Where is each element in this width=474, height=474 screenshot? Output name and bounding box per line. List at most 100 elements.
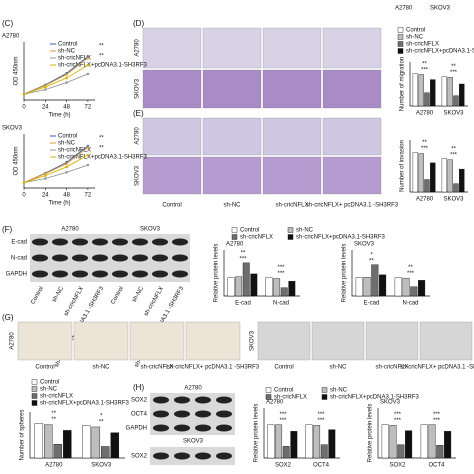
annotation: ** <box>99 419 104 425</box>
blot-band <box>132 254 148 262</box>
legend-swatch <box>31 386 38 392</box>
y-axis-label: Number of invasion <box>400 140 406 192</box>
blot-band <box>92 238 108 246</box>
blot-band <box>52 238 68 246</box>
blot-band <box>32 238 48 246</box>
panel-letter: (H) <box>133 383 144 392</box>
micrograph <box>142 117 202 156</box>
legend-label: sh-cricNFLX+pcDNA3.1-SH3RF3 <box>330 395 420 401</box>
micrograph <box>322 69 382 109</box>
blot-cell-line: SKOV3 <box>183 439 204 445</box>
blot-band <box>112 254 128 262</box>
annotation: *** <box>450 152 458 158</box>
chart-title: A2780 <box>2 34 20 40</box>
chart-title: A2780 <box>226 242 244 248</box>
micrograph <box>262 156 322 195</box>
micrograph <box>419 321 473 361</box>
blot-band <box>153 452 169 460</box>
micrograph <box>311 321 365 361</box>
y-axis-label: Number of migration <box>400 57 406 111</box>
bar <box>355 277 363 297</box>
bar <box>242 262 250 297</box>
legend-label: sh-cricNFLX <box>40 394 73 400</box>
line <box>23 57 89 95</box>
legend-label: sh-cricNFLX+pcDNA3.1-SH3RF3 <box>58 63 148 69</box>
bar <box>453 183 459 193</box>
annotation: *** <box>317 418 325 424</box>
line <box>23 64 89 95</box>
legend-label: sh-NC <box>40 387 58 393</box>
micrograph <box>262 117 322 156</box>
micrograph <box>202 69 262 109</box>
x-tick-label: 48 <box>63 105 70 111</box>
blot-band <box>174 424 190 432</box>
annotation: ** <box>422 61 427 67</box>
micrograph <box>73 321 129 361</box>
bar <box>313 425 321 459</box>
legend-label: Control <box>58 134 77 140</box>
lane-label: Control <box>30 286 45 306</box>
annotation: *** <box>239 256 247 262</box>
panel-letter: (C) <box>2 19 13 28</box>
point <box>86 146 90 149</box>
bar <box>267 424 275 459</box>
annotation: ** <box>99 136 104 142</box>
blot-band <box>174 396 190 404</box>
bar <box>412 73 419 107</box>
point <box>65 76 68 80</box>
column-label: sh-cricNFLX+ pcDNA3.1 -SH3RF3 <box>167 365 260 371</box>
micrograph <box>185 321 241 361</box>
micrograph <box>365 321 419 361</box>
line <box>23 154 89 184</box>
legend-label: sh-cricNFLX <box>406 42 439 48</box>
blot-band <box>153 396 169 404</box>
legend-swatch <box>31 393 38 399</box>
legend-swatch <box>265 387 272 393</box>
blot-band <box>132 238 148 246</box>
panel-letter: (E) <box>133 109 144 118</box>
chart-title: A2780 <box>266 400 284 406</box>
row-label: SKOV3 <box>250 330 256 351</box>
point <box>22 92 26 96</box>
bar <box>305 424 313 459</box>
micrograph <box>202 156 262 195</box>
blot-protein: GAPDH <box>126 426 147 432</box>
bar <box>430 79 436 107</box>
legend-label: sh-NC <box>330 388 348 394</box>
blot-band <box>92 254 108 262</box>
bar <box>453 95 459 107</box>
blot-band <box>132 270 148 278</box>
bar <box>53 444 63 459</box>
point <box>44 85 47 89</box>
legend-label: sh-cricNFLX <box>58 148 91 154</box>
column-label: Control <box>162 203 181 209</box>
column-label: Control <box>274 365 293 371</box>
blot-band <box>216 410 232 418</box>
legend-label: sh-NC <box>406 35 424 41</box>
bar <box>436 445 444 459</box>
annotation: ** <box>99 54 104 60</box>
blot-protein: N-cad <box>11 256 27 262</box>
blot-protein: SOX2 <box>131 454 148 460</box>
micrograph <box>142 27 202 69</box>
blot-band <box>172 238 188 246</box>
annotation: *** <box>421 67 429 73</box>
blot-band <box>216 396 232 404</box>
micrograph <box>142 69 202 109</box>
legend-label: sh-cricNFLX+pcDNA3.1-SH3RF3 <box>58 155 148 161</box>
bar <box>418 280 426 297</box>
y-axis-label: OD 450nm <box>14 56 20 85</box>
annotation: ** <box>51 417 56 423</box>
blot-band <box>153 424 169 432</box>
annotation: *** <box>433 418 441 424</box>
bar <box>405 430 413 459</box>
annotation: *** <box>279 418 287 424</box>
bar <box>430 162 436 193</box>
x-tick-label: N-cad <box>273 301 289 307</box>
bar <box>412 152 419 193</box>
blot-band <box>152 238 168 246</box>
point <box>86 72 90 76</box>
row-label: SKOV3 <box>135 165 141 186</box>
micrograph <box>17 321 73 361</box>
